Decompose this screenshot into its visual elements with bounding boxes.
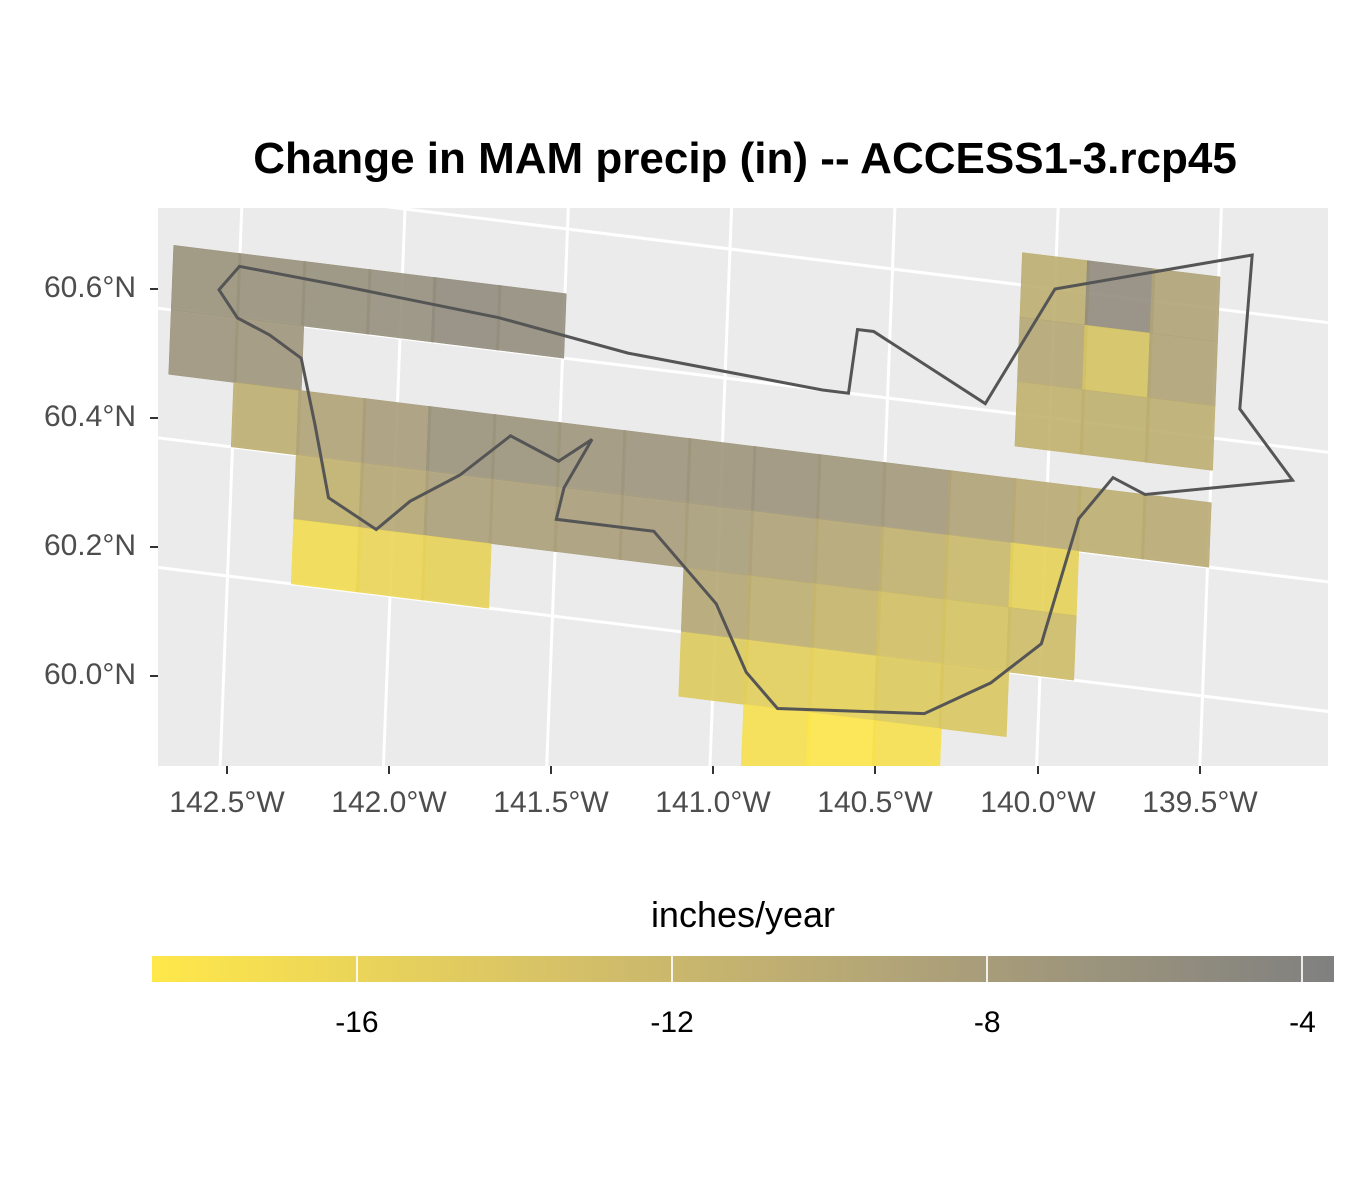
axis-ticks — [150, 288, 1201, 774]
legend-title: inches/year — [650, 894, 836, 935]
raster-cell-6 — [168, 309, 240, 383]
raster-cell-37 — [420, 535, 492, 609]
raster-cell-15 — [685, 438, 757, 512]
raster-cell-50 — [806, 712, 877, 766]
legend-colorbar — [152, 956, 1334, 982]
raster-cell-16 — [750, 446, 822, 520]
y-tick-label-0: 60.6°N — [43, 271, 136, 304]
raster-cell-35 — [290, 519, 362, 593]
raster-cell-54 — [1149, 268, 1221, 342]
raster-cell-45 — [743, 639, 815, 713]
raster-cell-25 — [423, 470, 495, 544]
raster-cell-31 — [813, 518, 885, 592]
raster-cell-10 — [360, 398, 432, 472]
chart-title: Change in MAM precip (in) -- ACCESS1-3.r… — [253, 134, 1237, 183]
y-tick-label-3: 60.0°N — [43, 658, 136, 691]
raster-cell-17 — [815, 454, 887, 528]
raster-cell-14 — [620, 430, 692, 504]
raster-cell-29 — [683, 502, 755, 576]
raster-cell-47 — [873, 655, 945, 729]
raster-cell-32 — [878, 526, 950, 600]
legend-tick-mark-0 — [355, 956, 358, 982]
raster-cell-51 — [871, 720, 942, 766]
x-tick-label-1: 142.0°W — [331, 786, 447, 819]
legend-tick-mark-3 — [1301, 956, 1304, 982]
x-tick-label-2: 141.5°W — [493, 786, 609, 819]
raster-cell-33 — [943, 534, 1015, 608]
raster-cell-36 — [355, 527, 427, 601]
park-boundary — [217, 253, 1296, 716]
y-tick-label-1: 60.4°N — [43, 400, 136, 433]
raster-cell-56 — [1082, 324, 1153, 399]
raster-cell-18 — [880, 462, 952, 536]
x-tick-label-0: 142.5°W — [169, 786, 285, 819]
x-tick-label-6: 139.5°W — [1142, 786, 1258, 819]
raster-cell-53 — [1084, 260, 1156, 334]
raster-cell-41 — [875, 591, 947, 665]
raster-cell-39 — [745, 575, 817, 649]
raster-cell-30 — [748, 510, 820, 584]
raster-cell-48 — [938, 663, 1010, 737]
raster-cell-3 — [365, 269, 437, 343]
raster-cell-11 — [425, 406, 497, 480]
raster-cell-8 — [230, 382, 302, 456]
raster-cell-22 — [1140, 494, 1212, 568]
raster-cell-7 — [233, 317, 305, 391]
legend-tick-label-2: -8 — [973, 1006, 1001, 1039]
raster-cell-21 — [1075, 486, 1147, 560]
raster-cell-26 — [488, 478, 560, 552]
raster-cell-4 — [430, 277, 502, 351]
raster-cells — [168, 245, 1221, 766]
raster-cell-60 — [1144, 397, 1216, 471]
raster-cell-49 — [741, 704, 812, 766]
legend-tick-label-0: -16 — [335, 1006, 379, 1039]
legend-tick-label-3: -4 — [1289, 1006, 1316, 1039]
raster-cell-2 — [300, 261, 372, 335]
raster-cell-58 — [1014, 381, 1086, 455]
raster-cell-5 — [495, 285, 567, 359]
legend-tick-mark-1 — [671, 956, 674, 982]
raster-cell-9 — [295, 390, 367, 464]
raster-cell-1 — [235, 253, 307, 327]
raster-cell-59 — [1079, 389, 1151, 463]
raster-cell-19 — [945, 470, 1017, 544]
raster-cell-42 — [940, 599, 1012, 673]
raster-cell-40 — [810, 583, 882, 657]
y-tick-label-2: 60.2°N — [43, 529, 136, 562]
raster-cell-57 — [1147, 332, 1218, 407]
raster-cell-44 — [678, 631, 750, 705]
x-tick-label-4: 140.5°W — [817, 786, 933, 819]
x-tick-label-5: 140.0°W — [980, 786, 1096, 819]
legend-tick-label-1: -12 — [650, 1006, 694, 1039]
raster-cell-55 — [1017, 316, 1088, 391]
x-tick-label-3: 141.0°W — [655, 786, 771, 819]
raster-cell-12 — [490, 414, 562, 488]
legend-tick-mark-2 — [986, 956, 989, 982]
